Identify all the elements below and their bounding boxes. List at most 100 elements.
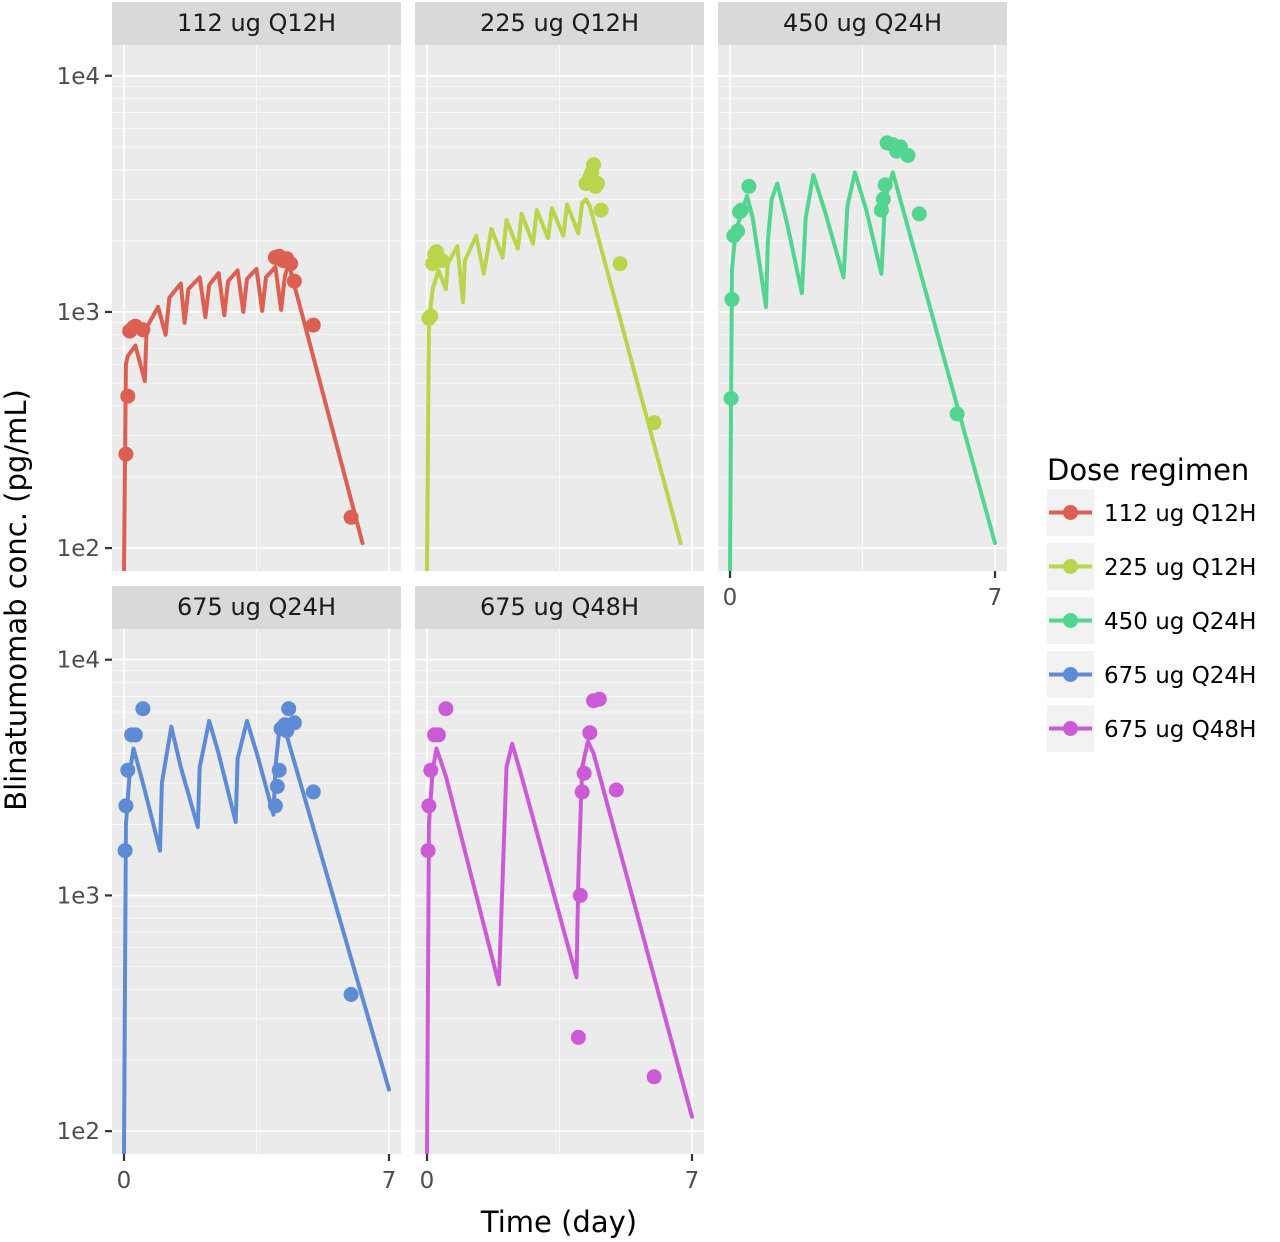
- data-point-112-ug-q12h: [286, 273, 302, 289]
- data-point-675-ug-q24h: [269, 778, 285, 794]
- data-point-675-ug-q24h: [271, 762, 287, 778]
- strip-header-bg: [112, 2, 401, 45]
- facet-panels: 112 ug Q12H 225 ug Q12H 450 ug Q24H 675 ug …: [112, 2, 1007, 1154]
- legend-key-point: [1063, 559, 1078, 574]
- series-line-225-ug-q12h: [425, 197, 683, 571]
- data-point-675-ug-q24h: [118, 798, 134, 814]
- data-point-225-ug-q12h: [589, 176, 605, 191]
- data-point-112-ug-q12h: [343, 509, 359, 525]
- data-point-112-ug-q12h: [305, 317, 321, 333]
- data-point-675-ug-q24h: [120, 762, 136, 778]
- x-tick-label: 0: [723, 585, 738, 611]
- panel-data: [420, 691, 694, 1154]
- data-point-675-ug-q24h: [343, 987, 359, 1002]
- series-line-675-ug-q48h: [425, 739, 694, 1154]
- y-tick-label: 1e4: [57, 64, 100, 90]
- data-point-112-ug-q12h: [120, 388, 136, 404]
- x-tick-label: 7: [382, 1168, 397, 1194]
- y-tick-label: 1e3: [57, 300, 100, 326]
- data-point-675-ug-q48h: [438, 701, 454, 717]
- data-point-675-ug-q48h: [423, 762, 439, 778]
- y-tick-label: 1e2: [57, 1119, 100, 1145]
- data-point-675-ug-q24h: [135, 701, 151, 717]
- x-tick-label: 7: [685, 1168, 700, 1194]
- data-point-225-ug-q12h: [593, 202, 609, 218]
- data-point-225-ug-q12h: [423, 308, 439, 324]
- data-point-675-ug-q48h: [576, 765, 592, 781]
- panel-data: [117, 701, 391, 1154]
- x-tick-label: 7: [988, 585, 1003, 611]
- data-point-450-ug-q24h: [949, 406, 965, 422]
- strip-label: 225 ug Q12H: [480, 9, 639, 37]
- data-point-112-ug-q12h: [118, 446, 134, 462]
- panel-data: [723, 135, 997, 571]
- legend-title: Dose regimen: [1047, 453, 1249, 487]
- data-point-450-ug-q24h: [733, 202, 749, 218]
- panel-675-ug-q24h: 675 ug Q24H: [112, 586, 401, 1154]
- legend: Dose regimen 112 ug Q12H 225 ug Q12H 450 u…: [1047, 453, 1256, 752]
- data-point-675-ug-q24h: [305, 784, 321, 800]
- y-axis-title: Blinatumomab conc. (pg/mL): [0, 389, 33, 811]
- strip-label: 675 ug Q48H: [480, 593, 639, 621]
- legend-item-450-ug-q24h: 450 ug Q24H: [1047, 597, 1256, 644]
- y-tick-label: 1e4: [57, 648, 100, 674]
- series-line-450-ug-q24h: [728, 170, 997, 571]
- panel-data: [421, 157, 683, 571]
- y-tick-label: 1e2: [57, 536, 100, 562]
- data-point-675-ug-q24h: [117, 843, 133, 859]
- legend-items: 112 ug Q12H 225 ug Q12H 450 ug Q24H 675 ug …: [1047, 489, 1256, 752]
- data-point-675-ug-q48h: [570, 1029, 586, 1045]
- panel-112-ug-q12h: 112 ug Q12H: [112, 2, 401, 571]
- data-point-112-ug-q12h: [135, 322, 151, 338]
- strip-header-bg: [415, 2, 704, 45]
- legend-key-point: [1063, 505, 1078, 520]
- strip-header-bg: [718, 2, 1007, 45]
- data-point-675-ug-q24h: [281, 701, 297, 717]
- data-point-450-ug-q24h: [741, 178, 757, 194]
- legend-label: 675 ug Q48H: [1104, 717, 1256, 743]
- data-point-450-ug-q24h: [877, 177, 893, 193]
- data-point-225-ug-q12h: [586, 157, 602, 173]
- strip-label: 675 ug Q24H: [177, 593, 336, 621]
- legend-label: 225 ug Q12H: [1104, 555, 1256, 581]
- data-point-450-ug-q24h: [875, 191, 891, 207]
- strip-label: 112 ug Q12H: [177, 9, 336, 37]
- strip-label: 450 ug Q24H: [783, 9, 942, 37]
- data-point-450-ug-q24h: [730, 223, 746, 239]
- data-point-675-ug-q48h: [646, 1069, 662, 1085]
- legend-item-675-ug-q48h: 675 ug Q48H: [1047, 705, 1256, 752]
- data-point-675-ug-q24h: [267, 798, 283, 814]
- legend-item-675-ug-q24h: 675 ug Q24H: [1047, 651, 1256, 698]
- legend-label: 450 ug Q24H: [1104, 609, 1256, 635]
- data-point-450-ug-q24h: [723, 391, 739, 406]
- data-point-675-ug-q48h: [582, 725, 598, 741]
- data-point-675-ug-q48h: [572, 887, 588, 903]
- data-point-675-ug-q48h: [591, 691, 607, 707]
- data-point-450-ug-q24h: [900, 147, 916, 163]
- panel-data: [118, 248, 365, 571]
- strip-header-bg: [112, 586, 401, 629]
- x-tick-label: 0: [117, 1168, 132, 1194]
- data-point-675-ug-q48h: [608, 782, 624, 798]
- data-point-112-ug-q12h: [283, 256, 299, 272]
- strip-header-bg: [415, 586, 704, 629]
- panel-450-ug-q24h: 450 ug Q24H: [718, 2, 1007, 571]
- data-point-225-ug-q12h: [646, 415, 662, 431]
- data-point-675-ug-q48h: [420, 843, 436, 859]
- legend-label: 112 ug Q12H: [1104, 501, 1256, 527]
- data-point-675-ug-q48h: [574, 784, 590, 800]
- data-point-675-ug-q48h: [430, 727, 446, 743]
- legend-item-112-ug-q12h: 112 ug Q12H: [1047, 489, 1256, 536]
- legend-label: 675 ug Q24H: [1104, 663, 1256, 689]
- panel-225-ug-q12h: 225 ug Q12H: [415, 2, 704, 571]
- data-point-225-ug-q12h: [612, 256, 628, 272]
- legend-item-225-ug-q12h: 225 ug Q12H: [1047, 543, 1256, 590]
- y-tick-label: 1e3: [57, 883, 100, 909]
- x-tick-label: 0: [420, 1168, 435, 1194]
- data-point-450-ug-q24h: [911, 206, 927, 222]
- x-axis-title: Time (day): [480, 1205, 637, 1239]
- series-line-112-ug-q12h: [122, 261, 365, 571]
- panel-675-ug-q48h: 675 ug Q48H: [415, 586, 704, 1154]
